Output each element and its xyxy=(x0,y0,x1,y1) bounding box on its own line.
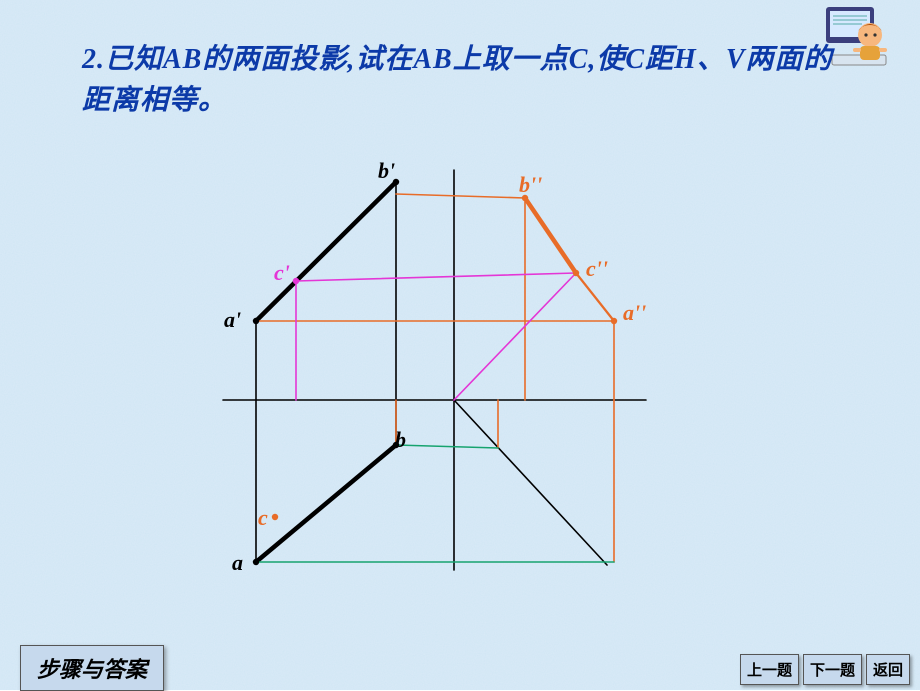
button-bar: 步骤与答案 上一题 下一题 返回 xyxy=(20,645,910,685)
prev-button[interactable]: 上一题 xyxy=(740,654,799,685)
svg-text:a': a' xyxy=(224,307,241,332)
svg-text:b'': b'' xyxy=(519,172,542,197)
svg-text:a'': a'' xyxy=(623,300,646,325)
svg-text:c: c xyxy=(258,505,268,530)
svg-text:c': c' xyxy=(274,260,290,285)
svg-text:c'': c'' xyxy=(586,256,608,281)
back-button[interactable]: 返回 xyxy=(866,654,910,685)
svg-text:b': b' xyxy=(378,158,395,183)
svg-text:b: b xyxy=(395,427,406,452)
projection-diagram: a' b' a b c c' b'' a'' c'' xyxy=(0,0,920,690)
answer-button[interactable]: 步骤与答案 xyxy=(20,645,164,691)
next-button[interactable]: 下一题 xyxy=(803,654,862,685)
svg-text:a: a xyxy=(232,550,243,575)
